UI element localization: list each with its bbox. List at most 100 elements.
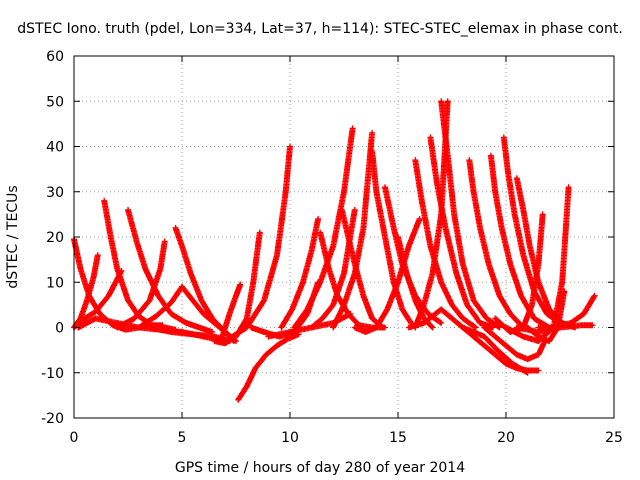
data-point xyxy=(429,136,432,139)
data-point xyxy=(174,226,177,230)
data-point xyxy=(427,312,430,316)
data-point xyxy=(494,335,497,338)
data-point xyxy=(306,308,309,311)
data-point xyxy=(485,317,488,320)
series-arc-23 xyxy=(338,206,386,331)
y-tick-label: 0 xyxy=(55,321,64,337)
data-point xyxy=(126,208,130,212)
series-arc-34 xyxy=(466,157,527,331)
series-markers xyxy=(235,331,302,403)
data-point xyxy=(489,154,493,157)
data-point xyxy=(94,317,97,320)
data-point xyxy=(163,240,166,243)
data-point xyxy=(133,317,136,320)
series-arc-33 xyxy=(459,324,542,374)
data-point xyxy=(483,344,486,347)
data-point xyxy=(392,281,395,284)
data-point xyxy=(336,294,339,297)
y-tick-label: -20 xyxy=(41,411,64,427)
data-point xyxy=(515,326,518,329)
data-point xyxy=(116,267,119,270)
data-point xyxy=(353,208,356,212)
data-point xyxy=(446,154,449,157)
data-point xyxy=(310,249,313,252)
data-point xyxy=(526,358,529,361)
axis-ticks: 0 5 10 15 20 25 -20 -10 0 10 20 30 40 50 60 xyxy=(41,49,623,446)
series-arc-05 xyxy=(125,206,216,335)
data-point xyxy=(522,253,525,257)
data-point xyxy=(409,321,413,325)
data-point xyxy=(126,299,130,302)
data-point xyxy=(386,308,389,311)
data-point xyxy=(461,317,464,320)
data-point xyxy=(515,367,518,370)
data-point xyxy=(383,235,387,239)
data-point xyxy=(370,149,374,153)
data-point xyxy=(509,262,512,266)
data-point xyxy=(286,337,289,340)
y-tick-label: 20 xyxy=(46,230,64,246)
data-point xyxy=(474,326,477,329)
data-point xyxy=(92,276,95,279)
series-arc-07 xyxy=(114,238,168,331)
data-point xyxy=(254,367,257,370)
series-arc-03 xyxy=(71,267,125,331)
data-point xyxy=(310,326,313,329)
data-point xyxy=(375,326,378,329)
data-point xyxy=(154,315,158,318)
data-point xyxy=(170,330,173,334)
data-point xyxy=(407,326,410,329)
data-point xyxy=(98,312,102,316)
data-point xyxy=(504,326,508,329)
data-point xyxy=(116,326,119,329)
data-point xyxy=(135,240,138,243)
data-point xyxy=(213,335,216,338)
data-point xyxy=(224,339,227,343)
data-point xyxy=(321,317,324,320)
data-point xyxy=(461,326,464,329)
data-point xyxy=(537,339,540,343)
data-point xyxy=(202,312,205,316)
data-point xyxy=(450,303,454,307)
data-point xyxy=(252,281,255,284)
data-point xyxy=(487,262,490,266)
data-point xyxy=(234,294,238,297)
data-point xyxy=(267,335,270,338)
data-point xyxy=(148,299,151,302)
data-point xyxy=(537,335,540,338)
data-point xyxy=(342,272,346,275)
data-point xyxy=(509,312,512,316)
x-tick-label: 20 xyxy=(497,430,515,446)
y-tick-label: 60 xyxy=(46,49,64,65)
data-point xyxy=(370,131,374,135)
data-point xyxy=(157,294,160,297)
data-point xyxy=(545,312,549,316)
data-point xyxy=(170,312,173,316)
data-point xyxy=(170,301,173,304)
data-point xyxy=(189,272,192,275)
y-tick-label: 10 xyxy=(46,275,64,291)
data-point xyxy=(245,326,248,329)
data-point xyxy=(357,324,361,327)
data-point xyxy=(288,145,292,148)
data-point xyxy=(370,317,374,320)
data-point xyxy=(468,158,471,162)
data-point xyxy=(332,244,335,248)
data-point xyxy=(450,317,454,320)
data-point xyxy=(465,303,469,307)
data-point xyxy=(396,281,400,284)
data-point xyxy=(137,326,140,329)
data-point xyxy=(537,369,540,372)
data-point xyxy=(414,158,417,162)
data-point xyxy=(109,235,112,239)
data-point xyxy=(332,326,335,329)
data-point xyxy=(496,348,499,352)
data-point xyxy=(297,333,300,336)
series-arc-38 xyxy=(481,324,548,363)
data-point xyxy=(440,281,443,284)
data-point xyxy=(429,244,432,248)
data-point xyxy=(351,127,354,130)
x-tick-label: 15 xyxy=(389,430,407,446)
x-tick-label: 5 xyxy=(178,430,187,446)
data-point xyxy=(461,262,464,266)
